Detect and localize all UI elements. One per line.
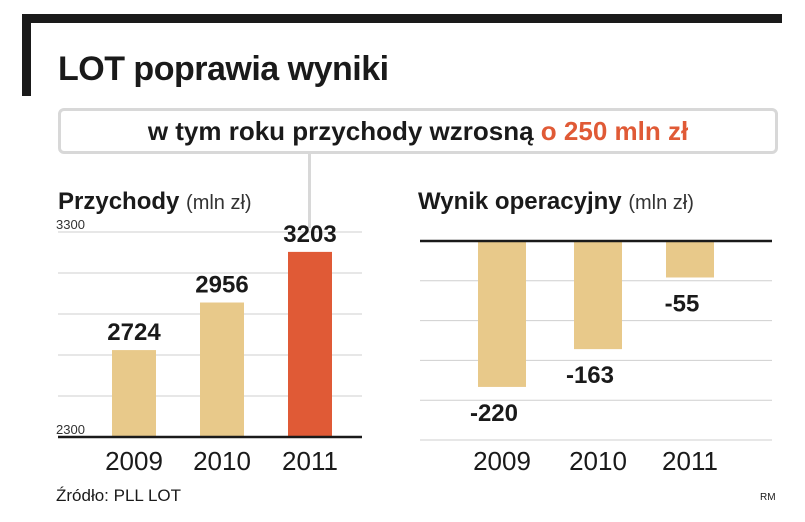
- callout-text: w tym roku przychody wzrosną: [147, 116, 534, 146]
- operating-chart-heading: Wynik operacyjny (mln zł): [418, 188, 694, 216]
- operating-value-label: -220: [470, 400, 518, 427]
- operating-chart-title: Wynik operacyjny: [418, 188, 622, 215]
- frame-left-bar: [22, 14, 31, 96]
- frame-top-bar: [22, 14, 782, 23]
- operating-value-label: -163: [566, 362, 614, 389]
- callout-highlight: o 250 mln zł: [540, 116, 689, 146]
- revenue-chart-title: Przychody: [58, 188, 180, 215]
- author-credit: RM: [760, 492, 776, 503]
- revenue-chart-heading: Przychody (mln zł): [58, 188, 252, 216]
- callout-box: w tym roku przychody wzrosną o 250 mln z…: [58, 108, 778, 154]
- revenue-value-label: 2724: [107, 319, 161, 346]
- operating-bar: [574, 241, 622, 350]
- revenue-y-tick-label: 3300: [56, 217, 85, 232]
- revenue-value-label: 2956: [195, 272, 248, 299]
- operating-value-label: -55: [665, 290, 700, 317]
- revenue-bar: [112, 350, 156, 437]
- source-note: Źródło: PLL LOT: [56, 486, 182, 505]
- operating-category-label: 2009: [473, 446, 531, 476]
- operating-chart-unit: (mln zł): [628, 192, 694, 214]
- revenue-bar: [200, 302, 244, 437]
- revenue-chart-unit: (mln zł): [186, 192, 252, 214]
- revenue-value-label: 3203: [283, 221, 336, 248]
- operating-category-label: 2011: [662, 446, 718, 476]
- revenue-category-label: 2009: [105, 446, 163, 476]
- revenue-bar: [288, 251, 332, 437]
- operating-bar: [478, 241, 526, 387]
- page-title: LOT poprawia wyniki: [58, 50, 389, 88]
- revenue-y-tick-label: 2300: [56, 422, 85, 437]
- operating-category-label: 2010: [569, 446, 627, 476]
- operating-bar: [666, 241, 714, 278]
- callout-connector: [308, 154, 311, 228]
- revenue-category-label: 2010: [193, 446, 251, 476]
- revenue-category-label: 2011: [282, 446, 338, 476]
